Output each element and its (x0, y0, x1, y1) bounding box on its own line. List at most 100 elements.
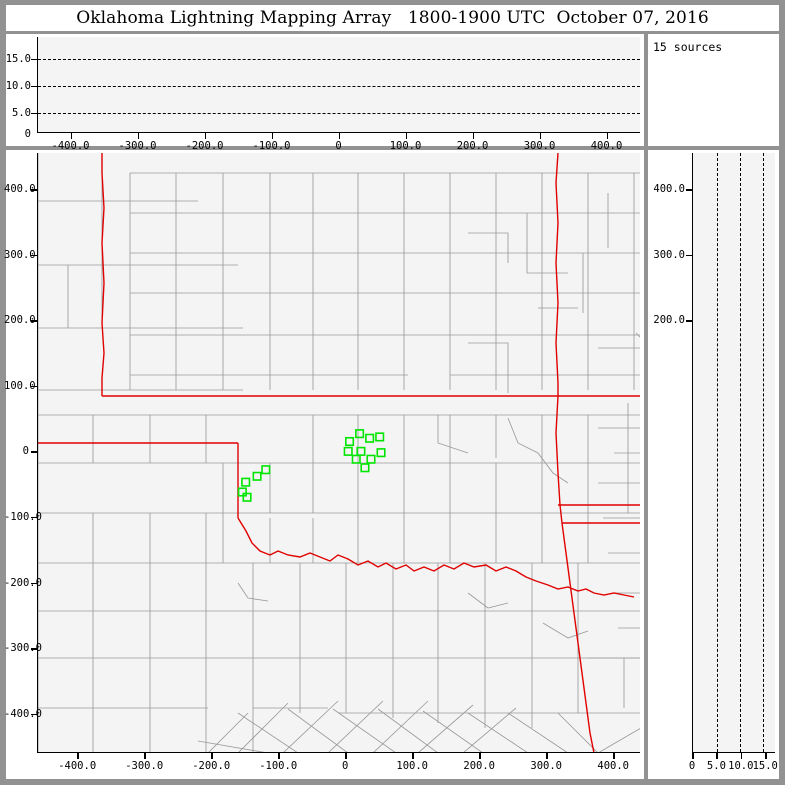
ytick-mark-1 (686, 254, 692, 257)
xtick-mark-4 (345, 753, 347, 759)
ytick-label-4: 0 (22, 445, 29, 458)
altitude-histogram-plot-area[interactable] (692, 153, 775, 753)
xtick-label-1: 5.0 (706, 760, 726, 772)
ytick-label-7: -300.0 (4, 642, 42, 655)
xtick-label-8: 400.0 (597, 760, 629, 772)
ytick-mark-8 (31, 713, 37, 716)
xtick-label-3: 15.0 (752, 760, 778, 772)
window-title-bar: Oklahoma Lightning Mapping Array 1800-19… (6, 5, 779, 31)
xtick-mark-3 (278, 753, 280, 759)
ytick-label-8: -400.0 (4, 707, 42, 720)
source-marker (355, 429, 365, 439)
xtick-mark-1 (144, 753, 146, 759)
xtick-mark-7 (546, 753, 548, 759)
ytick-mark-1 (31, 254, 37, 257)
plan-view-plot-area[interactable] (37, 153, 640, 753)
xtick-mark-2 (204, 133, 206, 139)
xtick-label-5: 100.0 (389, 140, 422, 152)
ytick-label-0: 0 (24, 128, 31, 140)
xtick-mark-3 (271, 133, 273, 139)
xtick-mark-5 (405, 133, 407, 139)
map-geometry (38, 153, 640, 752)
gridline-10 (38, 86, 640, 87)
source-marker (344, 436, 355, 447)
vhf-source-markers (237, 429, 386, 502)
ytick-label-5: -100.0 (4, 510, 42, 523)
ytick-label-10: 10.0 (5, 80, 31, 92)
xtick-label-4: 0 (335, 140, 342, 152)
xtick-mark-0 (70, 133, 72, 139)
source-marker (365, 433, 375, 443)
ytick-label-3: 100.0 (4, 379, 36, 392)
gridline-x15 (763, 153, 764, 752)
xtick-label-2: -200.0 (185, 140, 224, 152)
xtick-label-0: -400.0 (51, 140, 90, 152)
plan-view-map-panel[interactable]: 400.0 300.0 200.0 100.0 0 -100.0 -200.0 -300.0 -… (4, 150, 644, 779)
xtick-mark-5 (412, 753, 414, 759)
gridline-15 (38, 59, 640, 60)
xtick-label-0: 0 (688, 760, 696, 772)
xtick-label-6: 200.0 (456, 140, 489, 152)
ytick-label-2: 200.0 (4, 314, 36, 327)
xtick-label-0: -400.0 (58, 760, 97, 772)
xtick-label-5: 100.0 (396, 760, 428, 772)
xtick-mark-7 (539, 133, 541, 139)
xtick-mark-0 (692, 753, 694, 759)
source-marker (356, 446, 366, 456)
ytick-mark-2 (31, 320, 37, 322)
source-marker (261, 465, 271, 475)
xtick-mark-2 (211, 753, 213, 759)
source-marker (242, 492, 252, 502)
ytick-label-0: 400.0 (653, 183, 685, 196)
ytick-label-5: 5.0 (12, 107, 31, 119)
source-count-panel[interactable]: 15 sources (648, 34, 779, 146)
xtick-mark-1 (716, 753, 718, 759)
ytick-mark-0 (31, 189, 37, 191)
ytick-label-0: 400.0 (4, 183, 36, 196)
xtick-mark-6 (472, 133, 474, 139)
xtick-label-8: 400.0 (590, 140, 623, 152)
altitude-time-plot-area[interactable] (37, 37, 640, 133)
source-marker (376, 448, 386, 458)
source-marker (343, 446, 353, 456)
xtick-label-2: 10.0 (728, 760, 754, 772)
xtick-mark-8 (613, 753, 615, 759)
source-marker (237, 487, 247, 497)
ytick-mark-7 (31, 648, 37, 650)
xtick-mark-1 (137, 133, 139, 139)
source-marker (351, 454, 361, 464)
xtick-label-3: -100.0 (252, 140, 291, 152)
ytick-mark-0 (686, 189, 692, 191)
xtick-label-7: 300.0 (523, 140, 556, 152)
gridline-x10 (740, 153, 741, 752)
source-marker (241, 477, 251, 487)
xtick-label-3: -100.0 (259, 760, 298, 772)
state-boundaries (38, 153, 640, 752)
county-boundaries (38, 153, 640, 752)
xtick-mark-2 (740, 753, 743, 759)
xtick-mark-0 (77, 753, 79, 759)
source-marker (366, 454, 376, 464)
altitude-histogram-panel[interactable]: 400.0 300.0 200.0 0 5.0 10.0 15.0 (648, 150, 779, 779)
xtick-label-1: -300.0 (118, 140, 157, 152)
xtick-label-2: -200.0 (192, 760, 231, 772)
xtick-mark-6 (479, 753, 481, 759)
source-count-label: 15 sources (653, 40, 723, 54)
ytick-label-15: 15.0 (5, 53, 31, 65)
source-marker (252, 471, 262, 481)
ytick-mark-3 (31, 385, 37, 388)
xtick-label-4: 0 (342, 760, 349, 772)
xtick-mark-4 (338, 133, 340, 139)
gridline-x5 (717, 153, 718, 752)
altitude-time-panel[interactable]: 15.0 10.0 5.0 0 -400.0 -300.0 -200.0 -100.0… (5, 34, 644, 152)
xtick-mark-3 (765, 753, 767, 759)
xtick-mark-8 (606, 133, 608, 139)
ytick-mark-10 (31, 85, 38, 87)
ytick-mark-2 (686, 320, 692, 322)
xtick-label-1: -300.0 (125, 760, 164, 772)
ytick-mark-5 (31, 516, 37, 519)
source-marker (360, 463, 370, 473)
page-title: Oklahoma Lightning Mapping Array 1800-19… (76, 8, 709, 28)
ytick-label-6: -200.0 (4, 576, 42, 589)
